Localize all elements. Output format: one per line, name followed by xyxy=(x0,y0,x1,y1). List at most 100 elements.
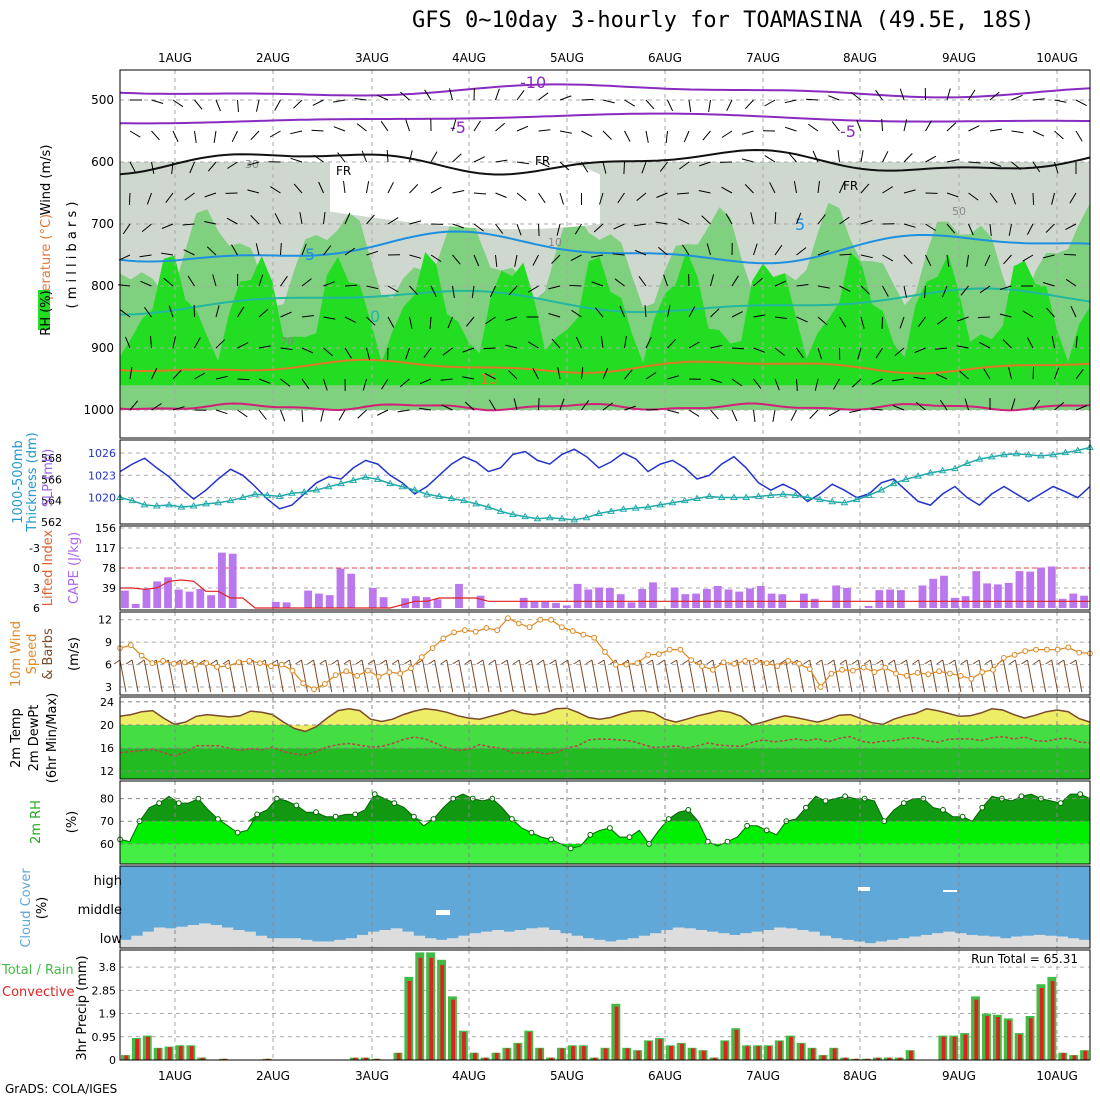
low-cloud-bar xyxy=(830,938,843,948)
wind-barb xyxy=(538,192,546,204)
wind-barb xyxy=(989,161,1002,167)
wind-barb xyxy=(333,126,346,132)
day-label-bottom: 9AUG xyxy=(942,1069,976,1083)
wind-barb xyxy=(1011,94,1023,101)
wind-barb xyxy=(837,150,840,163)
cape-bar xyxy=(336,568,345,608)
wind-barb xyxy=(699,161,711,167)
wind-barb xyxy=(753,347,765,353)
wind-barb xyxy=(337,152,346,163)
isotherm-20 xyxy=(119,402,1091,412)
wind-barb xyxy=(250,215,260,225)
thickness-marker xyxy=(386,479,395,487)
wind-barb xyxy=(831,121,840,132)
cape-tick-label: 117 xyxy=(95,542,116,555)
wind-barb xyxy=(644,304,647,318)
wind-barb xyxy=(323,212,326,225)
wind-barb xyxy=(118,254,131,261)
precip-convective-bar xyxy=(1050,981,1055,1060)
rh-marker xyxy=(940,807,946,813)
surface-wind-barb-flag xyxy=(621,659,629,665)
wind-barb xyxy=(688,99,692,112)
day-label-top: 2AUG xyxy=(256,51,290,65)
precip-convective-bar xyxy=(1072,1055,1077,1060)
surface-wind-barb-flag xyxy=(222,659,230,665)
rh-marker xyxy=(763,827,770,834)
cape-bar xyxy=(929,578,938,608)
wind-speed-marker xyxy=(968,675,975,682)
wind-barb xyxy=(247,161,260,166)
temp-tick-label: 24 xyxy=(100,696,114,709)
ylabel-2m-rh: 2m RH xyxy=(29,800,44,844)
wind-barb xyxy=(946,192,959,198)
day-label-bottom: 10AUG xyxy=(1036,1069,1078,1083)
wind-barb xyxy=(851,92,862,101)
wind-barb xyxy=(623,161,625,175)
wind-barb xyxy=(194,130,197,143)
wind-barb xyxy=(399,378,410,388)
wind-barb xyxy=(903,254,913,265)
rh-marker xyxy=(528,829,535,836)
wind-barb xyxy=(1051,192,1055,205)
cape-bar xyxy=(961,596,970,608)
wind-barb xyxy=(532,254,539,266)
low-cloud-bar xyxy=(887,939,899,948)
precip-convective-bar xyxy=(723,1041,728,1060)
wind-barb xyxy=(171,161,174,174)
surface-wind-barb-flag xyxy=(355,659,363,665)
wind-speed-marker xyxy=(235,659,242,666)
wind-barb xyxy=(860,254,873,259)
dewpoint-line xyxy=(119,735,1091,757)
wind-barb xyxy=(452,153,462,163)
wind-barb xyxy=(172,336,176,349)
wind-barb xyxy=(559,192,564,205)
wind-speed-marker xyxy=(203,660,210,666)
cape-bar xyxy=(131,603,140,608)
low-cloud-bar xyxy=(514,930,527,948)
thickness-marker xyxy=(619,505,628,512)
wind-barb xyxy=(796,212,802,225)
wind-barb xyxy=(280,347,293,350)
surface-wind-barb-flag xyxy=(283,659,290,665)
contour-label: -5 xyxy=(450,118,466,137)
wind-barb xyxy=(483,347,496,350)
precip-convective-bar xyxy=(429,957,434,1060)
cape-bar xyxy=(703,589,711,608)
wind-barb xyxy=(361,150,367,163)
rh-marker xyxy=(352,811,359,818)
surface-wind-barb xyxy=(712,659,720,693)
wind-barb xyxy=(387,182,394,194)
slp-frame xyxy=(119,439,1091,525)
wind-barb xyxy=(959,370,969,380)
thickness-marker xyxy=(852,495,861,503)
wind-barb xyxy=(409,184,419,194)
thickness-marker xyxy=(705,492,714,499)
slp-tick-label: 1020 xyxy=(88,492,116,505)
thickness-marker xyxy=(263,491,272,498)
wind-barb xyxy=(882,186,893,194)
cape-bar xyxy=(552,602,560,608)
rh-marker xyxy=(313,809,319,816)
ylabel-2m-temp: 2m Temp xyxy=(9,708,24,768)
rh-marker xyxy=(1077,791,1084,797)
wind-barb xyxy=(857,347,862,360)
thickness-marker xyxy=(521,512,530,520)
wind-barb xyxy=(925,223,936,231)
contour-label: -10 xyxy=(520,73,546,92)
wind-barb xyxy=(1008,223,1012,236)
wind-barb xyxy=(710,274,715,287)
wind-barb xyxy=(731,347,745,350)
cape-bar xyxy=(843,588,851,608)
cape-bar xyxy=(875,590,884,608)
wind-barb xyxy=(129,400,139,411)
wind-barb xyxy=(979,285,991,294)
low-cloud-bar xyxy=(932,933,944,948)
contour-label: 5 xyxy=(305,245,315,264)
wind-barb xyxy=(937,316,948,325)
wind-barb xyxy=(979,341,991,349)
wind-barb xyxy=(710,308,720,318)
thickness-marker xyxy=(410,486,419,493)
thickness-marker xyxy=(558,514,566,522)
rh-grid xyxy=(120,781,1090,864)
precip-convective-bar xyxy=(494,1053,499,1060)
